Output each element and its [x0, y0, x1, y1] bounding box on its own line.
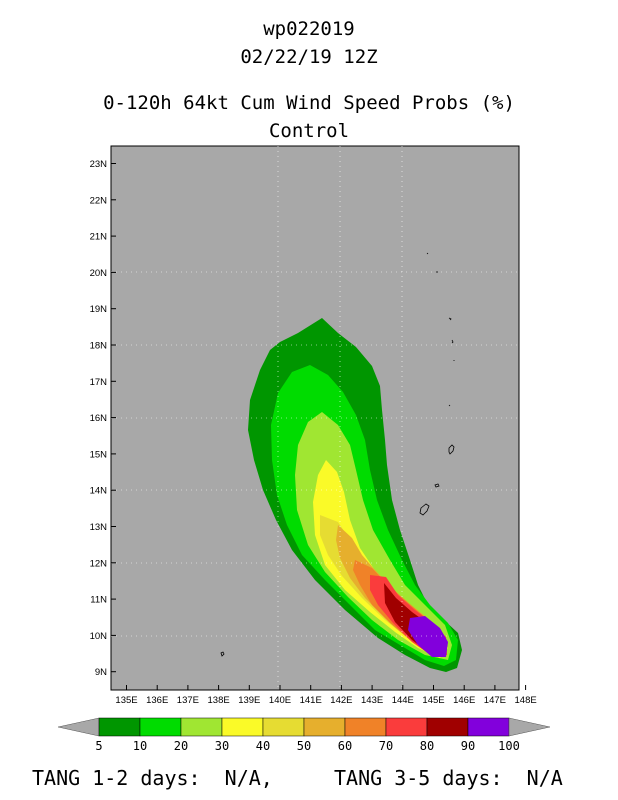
lat-tick-label: 22N — [90, 195, 108, 206]
legend-swatch — [262, 717, 305, 737]
tang-3-5-label: TANG 3-5 days: — [334, 766, 503, 790]
lat-tick-label: 10N — [90, 631, 108, 642]
storm-id-title: wp022019 — [263, 18, 355, 40]
lon-tick-label: 139E — [238, 695, 260, 706]
tang-3-5-value: N/A — [526, 766, 563, 790]
lat-tick-label: 16N — [90, 413, 108, 424]
lat-tick-label: 20N — [90, 268, 108, 279]
legend-swatch — [180, 717, 223, 737]
legend-swatch — [344, 717, 387, 737]
lat-tick-label: 11N — [90, 595, 107, 606]
tang-3-5-days: TANG 3-5 days: N/A — [334, 766, 563, 790]
legend-arrow-left — [57, 717, 100, 737]
lon-tick-label: 142E — [330, 695, 352, 706]
contour-90 — [408, 616, 448, 657]
lon-tick-label: 148E — [515, 695, 537, 706]
legend-arrow-right — [508, 717, 551, 737]
islands — [220, 252, 455, 657]
legend-value-label: 20 — [174, 739, 188, 753]
lat-tick-label: 18N — [90, 341, 108, 352]
lat-tick-label: 12N — [90, 558, 108, 569]
legend-value-label: 100 — [498, 739, 520, 753]
lon-tick-label: 140E — [269, 695, 291, 706]
lon-tick-label: 135E — [115, 695, 137, 706]
contour-30 — [313, 460, 448, 658]
lat-tick-label: 14N — [90, 486, 108, 497]
legend-swatch — [139, 717, 182, 737]
legend-value-label: 90 — [461, 739, 475, 753]
legend-swatch — [467, 717, 510, 737]
lat-tick-label: 21N — [90, 232, 108, 243]
legend-swatch — [221, 717, 264, 737]
lat-tick-label: 23N — [90, 159, 108, 170]
legend-swatch — [98, 717, 141, 737]
lat-tick-label: 9N — [95, 667, 107, 678]
legend-value-label: 60 — [338, 739, 352, 753]
product-title: 0-120h 64kt Cum Wind Speed Probs (%) — [103, 92, 515, 114]
probability-contours — [248, 318, 462, 672]
lat-tick-label: 19N — [90, 304, 108, 315]
tang-1-2-label: TANG 1-2 days: — [32, 766, 201, 790]
lat-lon-grid — [111, 146, 519, 690]
lon-tick-label: 136E — [146, 695, 168, 706]
legend-value-label: 30 — [215, 739, 229, 753]
datetime-title: 02/22/19 12Z — [240, 46, 378, 68]
latitude-axis: 9N 10N 11N 12N 13N 14N 15N 16N 17N 18N 19N 20N 21N 22… — [90, 159, 116, 678]
lat-tick-label: 15N — [90, 449, 108, 460]
legend-value-label: 50 — [297, 739, 311, 753]
tang-1-2-days: TANG 1-2 days: N/A, — [32, 766, 273, 790]
color-legend: 5 10 20 30 40 50 60 70 80 90 100 — [57, 717, 551, 753]
lon-tick-label: 137E — [177, 695, 199, 706]
lon-tick-label: 145E — [422, 695, 444, 706]
probability-map: 9N 10N 11N 12N 13N 14N 15N 16N 17N 18N 19N 20N 21N 22… — [57, 145, 551, 753]
lon-tick-label: 146E — [453, 695, 475, 706]
lat-tick-label: 13N — [90, 522, 108, 533]
lon-tick-label: 147E — [484, 695, 506, 706]
lon-tick-label: 143E — [361, 695, 383, 706]
legend-swatch — [303, 717, 346, 737]
lon-tick-label: 144E — [392, 695, 414, 706]
lat-tick-label: 17N — [90, 377, 108, 388]
tang-1-2-value: N/A, — [224, 766, 273, 790]
legend-swatch — [426, 717, 469, 737]
legend-value-label: 40 — [256, 739, 270, 753]
legend-value-label: 5 — [95, 739, 102, 753]
longitude-axis: 135E 136E 137E 138E 139E 140E 141E 142E 143E 144E… — [115, 685, 537, 706]
legend-value-label: 10 — [133, 739, 147, 753]
lon-tick-label: 138E — [208, 695, 230, 706]
lon-tick-label: 141E — [300, 695, 322, 706]
legend-swatch — [385, 717, 428, 737]
legend-value-label: 70 — [379, 739, 393, 753]
member-title: Control — [268, 120, 350, 142]
legend-value-label: 80 — [420, 739, 434, 753]
